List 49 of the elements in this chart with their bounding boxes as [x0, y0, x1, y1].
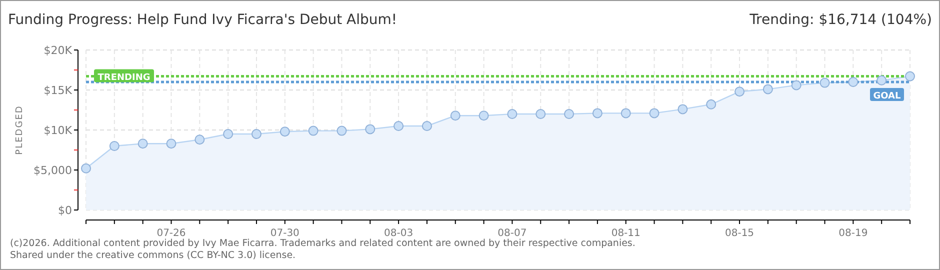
- point: [507, 109, 518, 119]
- point: [734, 86, 745, 97]
- text: Shared under the creative commons (CC BY-NC 3.0) license.: [10, 250, 296, 261]
- y-axis-title: PLEDGED: [15, 105, 25, 155]
- point: [81, 163, 91, 174]
- point: [762, 84, 773, 94]
- point: [678, 104, 688, 114]
- point: [394, 121, 404, 131]
- point: [251, 129, 262, 139]
- x-tick-label: 07-26: [156, 228, 186, 239]
- point: [194, 134, 205, 145]
- point: [450, 110, 460, 121]
- y-tick-label: $0: [58, 204, 72, 217]
- y-tick-label: $20K: [44, 44, 73, 57]
- point: [791, 80, 802, 90]
- x-tick-label: 08-11: [611, 228, 640, 239]
- point: [365, 124, 376, 134]
- point: [876, 75, 887, 86]
- point: [592, 108, 602, 118]
- point: [564, 109, 574, 119]
- point: [223, 129, 234, 139]
- x-tick-label: 08-07: [498, 228, 527, 239]
- point: [138, 138, 148, 149]
- chart-subtitle: Trending: $16,714 (104%): [748, 12, 932, 28]
- point: [620, 108, 631, 118]
- ref-line-label: TRENDING: [98, 72, 150, 83]
- point: [905, 71, 915, 82]
- y-tick-label: $5,000: [34, 164, 72, 177]
- point: [336, 126, 347, 136]
- point: [848, 77, 858, 87]
- text: (c)2026. Additional content provided by Ivy Mae Ficarra. Trademarks and related content are owned by their respective companies.: [10, 238, 636, 249]
- point: [820, 78, 830, 88]
- ref-line-label: GOAL: [873, 92, 902, 102]
- point: [280, 126, 290, 137]
- y-tick-label: $10K: [44, 124, 73, 137]
- point: [166, 138, 176, 149]
- y-tick-label: $15K: [44, 84, 73, 97]
- x-tick-label: 08-19: [838, 228, 868, 239]
- point: [109, 141, 120, 151]
- point: [649, 108, 660, 118]
- point: [422, 121, 432, 131]
- chart-title: Funding Progress: Help Fund Ivy Ficarra's Debut Album!: [8, 12, 398, 28]
- x-tick-label: 08-15: [724, 228, 754, 239]
- point: [308, 126, 318, 136]
- point: [706, 99, 716, 110]
- x-tick-label: 08-03: [384, 228, 414, 239]
- x-tick-label: 07-30: [270, 228, 300, 239]
- point: [536, 109, 546, 119]
- point: [478, 110, 489, 121]
